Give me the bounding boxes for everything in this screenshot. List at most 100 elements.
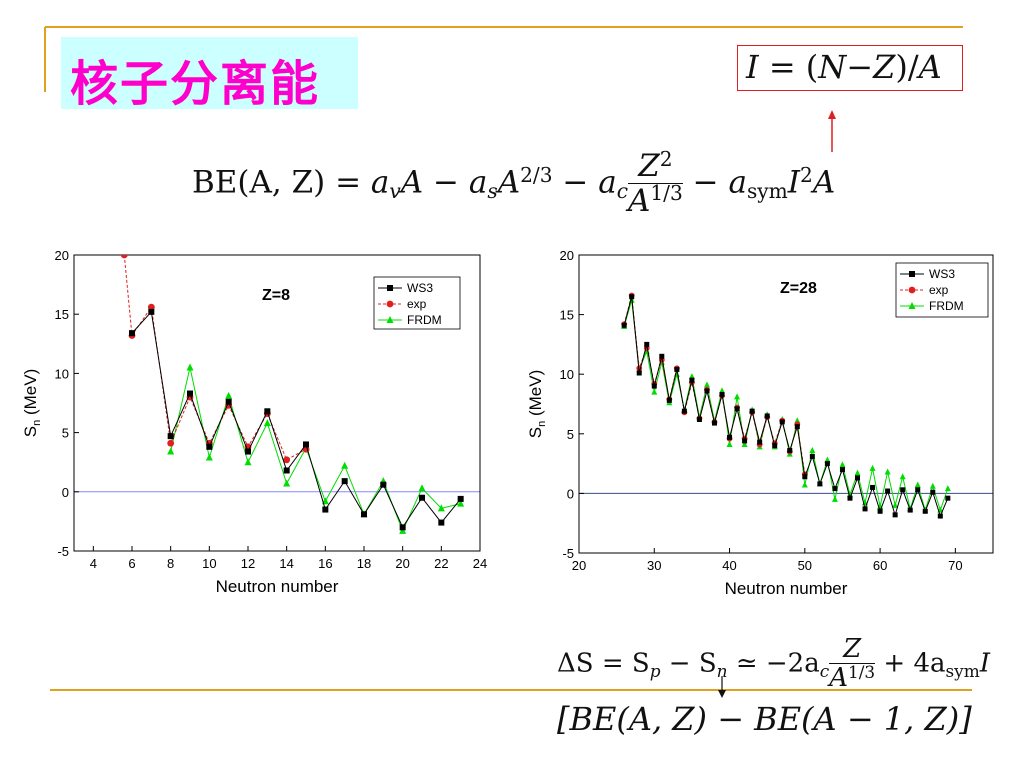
formula-part: = ( bbox=[758, 48, 819, 86]
data-point-frdm bbox=[205, 453, 213, 461]
y-axis-label: Sn (MeV) bbox=[21, 369, 43, 437]
y-tick-label: 20 bbox=[560, 248, 574, 263]
data-point-ws3 bbox=[787, 447, 793, 453]
y-axis-label-symbol: S bbox=[526, 427, 545, 438]
data-point-ws3 bbox=[666, 397, 672, 403]
formula-part: Z bbox=[638, 148, 660, 184]
data-point-ws3 bbox=[704, 388, 710, 394]
series-ws3 bbox=[621, 294, 951, 519]
data-point-ws3 bbox=[283, 467, 290, 474]
data-point-ws3 bbox=[877, 508, 883, 514]
y-tick-label: 10 bbox=[560, 367, 574, 382]
data-point-exp bbox=[147, 303, 155, 311]
legend-label-exp: exp bbox=[407, 297, 427, 311]
data-point-frdm bbox=[726, 441, 733, 448]
data-point-frdm bbox=[839, 461, 846, 468]
data-point-frdm bbox=[824, 456, 831, 463]
data-point-ws3 bbox=[757, 439, 763, 445]
separation-difference-formula: ΔS = Sp − Sn ≃ −2ac Z A1/3 + 4asymI bbox=[557, 635, 990, 693]
data-point-exp bbox=[120, 255, 128, 259]
formula-part: sym bbox=[746, 179, 788, 204]
y-tick-label: 15 bbox=[55, 307, 69, 322]
data-point-frdm bbox=[734, 393, 741, 400]
data-point-ws3 bbox=[794, 424, 800, 430]
y-axis-label: Sn (MeV) bbox=[526, 370, 548, 438]
data-point-ws3 bbox=[148, 308, 155, 315]
y-tick-label: 0 bbox=[567, 486, 574, 501]
data-point-ws3 bbox=[817, 481, 823, 487]
y-axis-label-subscript: n bbox=[31, 420, 43, 426]
chart-annotation: Z=8 bbox=[262, 287, 290, 304]
slide-title: 核子分离能 bbox=[70, 56, 321, 112]
y-tick-label: 5 bbox=[567, 427, 574, 442]
data-point-ws3 bbox=[129, 330, 135, 337]
x-tick-label: 50 bbox=[798, 558, 812, 573]
series-exp bbox=[621, 292, 808, 478]
formula-part: 2 bbox=[800, 163, 813, 188]
data-point-ws3 bbox=[225, 398, 232, 405]
data-point-ws3 bbox=[674, 366, 680, 372]
y-tick-label: 0 bbox=[62, 485, 69, 500]
formula-part: sym bbox=[945, 660, 980, 681]
formula-part: )/ bbox=[895, 48, 919, 86]
data-point-frdm bbox=[186, 363, 194, 371]
plot-frame bbox=[578, 254, 994, 554]
legend-marker-frdm bbox=[908, 302, 916, 309]
x-tick-label: 24 bbox=[473, 556, 487, 571]
data-point-ws3 bbox=[167, 433, 174, 440]
y-tick-label: 10 bbox=[55, 366, 69, 381]
y-tick-label: 5 bbox=[62, 426, 69, 441]
data-point-ws3 bbox=[809, 453, 815, 459]
data-point-frdm bbox=[944, 485, 951, 492]
data-point-ws3 bbox=[742, 438, 748, 444]
formula-part: 2/3 bbox=[520, 163, 553, 188]
data-point-frdm bbox=[244, 458, 252, 466]
data-point-frdm bbox=[899, 473, 906, 480]
series-ws3 bbox=[129, 308, 464, 531]
data-point-ws3 bbox=[900, 487, 906, 493]
title-background bbox=[61, 37, 358, 109]
x-tick-label: 6 bbox=[128, 556, 135, 571]
data-point-frdm bbox=[801, 481, 808, 488]
formula-part: I bbox=[746, 48, 759, 86]
data-point-frdm bbox=[283, 479, 291, 487]
x-tick-label: 22 bbox=[434, 556, 448, 571]
formula-part: N bbox=[818, 48, 847, 86]
data-point-frdm bbox=[794, 417, 801, 424]
data-point-exp bbox=[283, 456, 291, 464]
formula-part: s bbox=[487, 179, 498, 204]
data-point-ws3 bbox=[419, 494, 425, 501]
formula-part: ΔS = S bbox=[557, 648, 650, 679]
formula-part: A bbox=[627, 182, 651, 219]
legend-label-ws3: WS3 bbox=[407, 281, 433, 295]
data-point-ws3 bbox=[264, 408, 271, 415]
data-point-ws3 bbox=[855, 475, 861, 481]
data-point-ws3 bbox=[644, 341, 650, 347]
series-exp bbox=[120, 255, 310, 464]
data-point-ws3 bbox=[915, 487, 921, 493]
plot-frame bbox=[73, 254, 481, 552]
data-point-ws3 bbox=[772, 443, 778, 449]
data-point-frdm bbox=[263, 419, 271, 427]
data-point-ws3 bbox=[734, 406, 740, 412]
x-axis-label: Neutron number bbox=[725, 579, 848, 598]
legend-marker-ws3 bbox=[909, 271, 915, 277]
data-point-ws3 bbox=[930, 489, 936, 495]
legend: WS3 exp FRDM bbox=[895, 262, 989, 318]
data-point-frdm bbox=[831, 495, 838, 502]
x-tick-label: 18 bbox=[357, 556, 371, 571]
formula-part: Z bbox=[829, 635, 876, 665]
data-point-frdm bbox=[741, 441, 748, 448]
legend-label-ws3: WS3 bbox=[929, 267, 955, 281]
data-point-ws3 bbox=[341, 478, 348, 485]
formula-part: a bbox=[598, 164, 617, 201]
data-point-frdm bbox=[869, 464, 876, 471]
formula-part: a bbox=[370, 164, 390, 201]
data-point-ws3 bbox=[892, 512, 898, 518]
data-point-ws3 bbox=[438, 519, 445, 526]
data-point-ws3 bbox=[945, 495, 951, 501]
data-point-ws3 bbox=[689, 377, 695, 383]
legend-label-frdm: FRDM bbox=[929, 299, 964, 313]
data-point-ws3 bbox=[659, 353, 665, 359]
data-point-ws3 bbox=[206, 443, 213, 450]
